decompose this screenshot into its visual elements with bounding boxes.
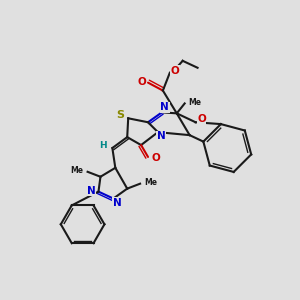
Text: O: O: [170, 66, 179, 76]
Text: S: S: [116, 110, 124, 120]
Text: Me: Me: [189, 98, 202, 107]
Text: O: O: [152, 153, 160, 163]
Text: Me: Me: [144, 178, 157, 187]
Text: Me: Me: [70, 166, 84, 175]
Text: N: N: [87, 186, 96, 196]
Text: N: N: [157, 131, 165, 141]
Text: O: O: [197, 114, 206, 124]
Text: O: O: [138, 76, 146, 87]
Text: H: H: [100, 140, 107, 149]
Text: N: N: [113, 197, 122, 208]
Text: N: N: [160, 102, 169, 112]
